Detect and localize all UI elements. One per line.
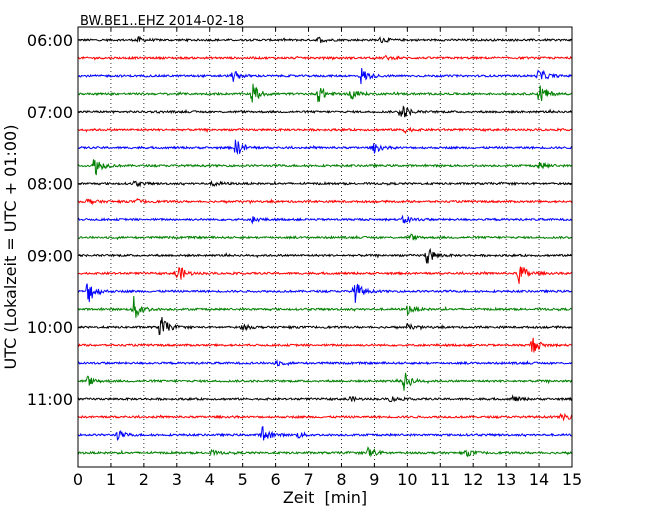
trace-0930 bbox=[77, 283, 573, 303]
trace-1100 bbox=[77, 394, 573, 403]
trace-1015 bbox=[77, 337, 573, 353]
chart-title: BW.BE1..EHZ 2014-02-18 bbox=[80, 14, 244, 29]
trace-1045 bbox=[77, 372, 573, 391]
y-tick-label: 07:00 bbox=[27, 103, 73, 122]
x-tick-label: 0 bbox=[73, 470, 83, 489]
x-tick-label: 1 bbox=[106, 470, 116, 489]
trace-0715 bbox=[77, 126, 573, 135]
trace-1145 bbox=[77, 446, 573, 458]
x-tick-label: 14 bbox=[529, 470, 549, 489]
trace-0600 bbox=[78, 35, 573, 44]
x-tick-label: 12 bbox=[463, 470, 483, 489]
trace-0645 bbox=[78, 83, 573, 103]
trace-0815 bbox=[77, 197, 573, 206]
seismic-traces bbox=[77, 35, 573, 458]
trace-1130 bbox=[77, 426, 573, 441]
y-tick-label: 08:00 bbox=[27, 175, 73, 194]
x-tick-label: 6 bbox=[271, 470, 281, 489]
y-tick-label: 11:00 bbox=[27, 390, 73, 409]
x-tick-label: 5 bbox=[238, 470, 248, 489]
y-tick-label: 10:00 bbox=[27, 318, 73, 337]
x-tick-label: 10 bbox=[397, 470, 417, 489]
x-tick-label: 11 bbox=[430, 470, 450, 489]
y-axis-label: UTC (Lokalzeit = UTC + 01:00) bbox=[1, 125, 20, 370]
x-tick-label: 4 bbox=[205, 470, 215, 489]
trace-1000 bbox=[77, 316, 573, 336]
y-tick-label: 06:00 bbox=[27, 31, 73, 50]
plot-frame bbox=[77, 26, 573, 468]
trace-0945 bbox=[77, 295, 573, 318]
y-axis-ticks: 06:00 07:00 08:00 09:00 10:00 11:00 bbox=[27, 31, 572, 409]
y-tick-label: 09:00 bbox=[27, 246, 73, 265]
trace-0630 bbox=[77, 67, 573, 85]
vertical-gridlines bbox=[110, 27, 540, 467]
x-tick-label: 3 bbox=[172, 470, 182, 489]
trace-0745 bbox=[77, 159, 573, 176]
x-tick-label: 9 bbox=[369, 470, 379, 489]
trace-0830 bbox=[77, 214, 573, 225]
trace-0915 bbox=[77, 266, 573, 284]
trace-1030 bbox=[77, 359, 573, 367]
trace-0700 bbox=[77, 105, 573, 118]
x-tick-label: 15 bbox=[562, 470, 582, 489]
x-tick-label: 7 bbox=[303, 470, 313, 489]
trace-0730 bbox=[77, 139, 573, 155]
trace-0615 bbox=[77, 54, 573, 61]
trace-0845 bbox=[78, 233, 573, 241]
trace-0900 bbox=[77, 247, 572, 264]
x-axis-label: Zeit [min] bbox=[283, 488, 367, 507]
trace-1115 bbox=[77, 412, 573, 422]
trace-0800 bbox=[77, 179, 573, 188]
x-axis-ticks: 0 1 2 3 4 5 6 7 8 9 10 11 12 13 14 15 bbox=[73, 27, 582, 489]
x-tick-label: 8 bbox=[336, 470, 346, 489]
x-tick-label: 13 bbox=[496, 470, 516, 489]
x-tick-label: 2 bbox=[139, 470, 149, 489]
